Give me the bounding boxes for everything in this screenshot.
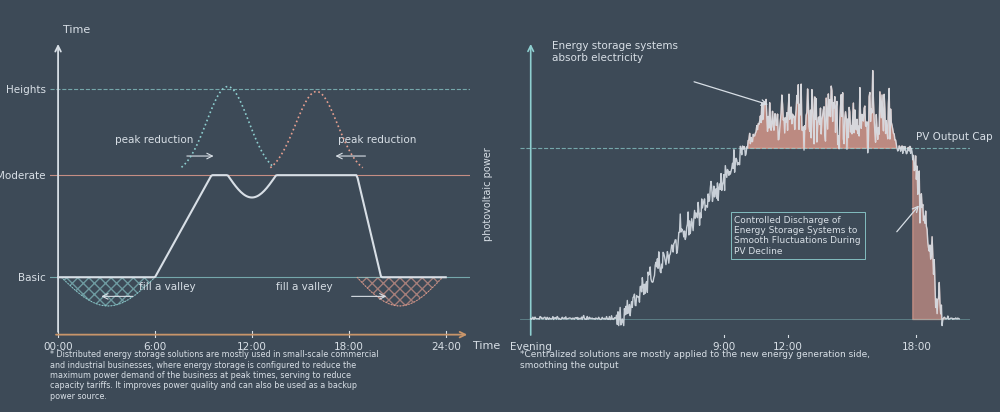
Text: Time: Time	[63, 25, 90, 35]
Text: peak reduction: peak reduction	[338, 135, 416, 145]
Text: peak reduction: peak reduction	[115, 135, 193, 145]
Text: Time: Time	[473, 341, 500, 351]
Text: *Centralized solutions are mostly applied to the new energy generation side,
smo: *Centralized solutions are mostly applie…	[520, 350, 870, 370]
Text: fill a valley: fill a valley	[276, 282, 333, 292]
Text: * Distributed energy storage solutions are mostly used in small-scale commercial: * Distributed energy storage solutions a…	[50, 350, 378, 401]
Text: Energy storage systems
absorb electricity: Energy storage systems absorb electricit…	[552, 41, 678, 63]
Text: Controlled Discharge of
Energy Storage Systems to
Smooth Fluctuations During
PV : Controlled Discharge of Energy Storage S…	[734, 215, 861, 256]
Text: fill a valley: fill a valley	[139, 282, 195, 292]
Text: PV Output Cap: PV Output Cap	[916, 132, 993, 142]
Text: photovoltaic power: photovoltaic power	[483, 147, 493, 241]
